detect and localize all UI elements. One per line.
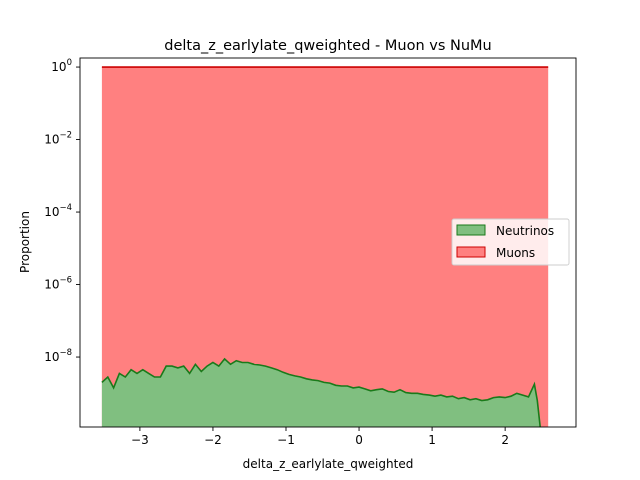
x-tick-label: −1 (277, 433, 295, 447)
series-layer (101, 66, 549, 428)
x-tick-label: 1 (428, 433, 436, 447)
x-tick-label: 0 (355, 433, 363, 447)
y-axis-label: Proportion (18, 211, 32, 273)
legend-label-neutrinos: Neutrinos (496, 224, 554, 238)
series-area-neutrinos (101, 358, 541, 427)
y-tick-label: 10−6 (44, 276, 72, 292)
legend: Neutrinos Muons (451, 218, 570, 266)
axes-frame (79, 57, 577, 428)
y-tick-label: 10−8 (44, 348, 72, 364)
x-axis-label: delta_z_earlylate_qweighted (243, 457, 414, 471)
x-axis-ticks: −3 −2 −1 0 1 2 (131, 427, 509, 447)
y-tick-label: 100 (51, 58, 72, 74)
plot-area (79, 57, 577, 428)
series-line-neutrinos (101, 357, 541, 428)
y-tick-label: 10−4 (44, 203, 72, 219)
y-tick-label: 10−2 (44, 131, 72, 147)
y-axis-ticks: 100 10−2 10−4 10−6 10−8 (44, 58, 80, 364)
legend-label-muons: Muons (496, 246, 535, 260)
legend-swatch-muons (456, 246, 486, 258)
chart-title: delta_z_earlylate_qweighted - Muon vs Nu… (164, 38, 492, 54)
x-tick-label: 2 (501, 433, 509, 447)
legend-swatch-neutrinos (456, 224, 486, 236)
series-area-muons (101, 67, 549, 427)
x-tick-label: −2 (204, 433, 222, 447)
x-tick-label: −3 (131, 433, 149, 447)
